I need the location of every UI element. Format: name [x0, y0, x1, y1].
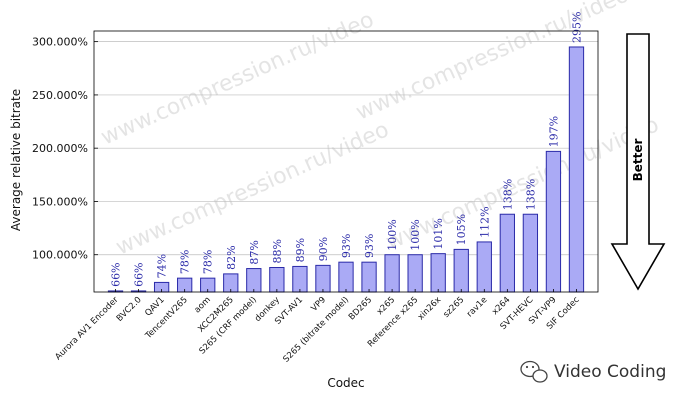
bar — [453, 248, 469, 293]
bar — [338, 261, 354, 293]
bar — [315, 264, 331, 293]
better-indicator: Better — [610, 33, 666, 291]
x-tick-label: Aurora AV1 Encoder — [53, 295, 121, 363]
data-label: 87% — [248, 240, 261, 264]
data-label: 101% — [432, 218, 445, 249]
data-label: 112% — [478, 206, 491, 237]
data-label: 78% — [179, 250, 192, 274]
data-label: 93% — [340, 234, 353, 258]
data-label: 100% — [386, 219, 399, 250]
x-tick-label: rav1e — [465, 295, 489, 319]
x-tick-label: VP9 — [309, 295, 328, 314]
data-label: 138% — [501, 179, 514, 210]
data-label: 66% — [133, 262, 146, 286]
y-ticks-layer: 100.000% 150.000% 200.000% 250.000% 300.000% — [32, 36, 98, 262]
data-labels-layer: 66% 66% 74% 78% 78% 82% 87% 88% 89% 90% 93% 93% 100%… — [110, 12, 584, 287]
bar — [522, 213, 539, 293]
bars-layer — [107, 46, 585, 293]
down-arrow-icon — [610, 33, 666, 291]
x-tick-label: aom — [193, 295, 213, 315]
watermark: www.compression.ru/video — [97, 7, 378, 150]
data-label: 138% — [524, 179, 537, 210]
x-tick-label: xin26x — [416, 295, 443, 322]
data-label: 74% — [156, 254, 169, 278]
bar — [292, 265, 308, 293]
bar — [384, 254, 400, 293]
better-label: Better — [631, 139, 645, 182]
y-tick-label: 250.000% — [32, 89, 88, 102]
bar — [568, 46, 585, 293]
bar — [269, 266, 285, 293]
data-label: 197% — [547, 116, 560, 147]
brand-label: Video Coding — [554, 362, 666, 382]
data-label: 88% — [271, 239, 284, 263]
bar — [499, 213, 515, 293]
x-tick-label: sz265 — [442, 295, 467, 320]
y-axis-title: Average relative bitrate — [9, 89, 23, 231]
bar — [430, 253, 446, 293]
x-tick-label: BVC2.0 — [115, 295, 144, 324]
data-label: 66% — [110, 262, 123, 286]
bar — [246, 268, 262, 293]
x-tick-label: BD265 — [347, 295, 374, 322]
x-axis-title: Codec — [327, 376, 364, 390]
data-label: 93% — [363, 234, 376, 258]
data-label: 89% — [294, 238, 307, 262]
bar — [476, 241, 492, 293]
y-tick-label: 150.000% — [32, 195, 88, 208]
data-label: 100% — [409, 219, 422, 250]
data-label: 295% — [570, 12, 583, 43]
bar — [545, 150, 562, 293]
data-label: 78% — [202, 250, 215, 274]
watermark: www.compression.ru/video — [352, 0, 633, 125]
data-label: 82% — [225, 245, 238, 269]
y-tick-label: 100.000% — [32, 249, 88, 262]
bar — [407, 254, 423, 293]
watermark: www.compression.ru/video — [382, 112, 663, 255]
wechat-icon — [520, 360, 548, 383]
y-tick-label: 300.000% — [32, 36, 88, 49]
y-tick-label: 200.000% — [32, 142, 88, 155]
branding: Video Coding — [520, 360, 666, 383]
data-label: 90% — [317, 237, 330, 261]
data-label: 105% — [455, 214, 468, 245]
bar — [361, 261, 377, 293]
